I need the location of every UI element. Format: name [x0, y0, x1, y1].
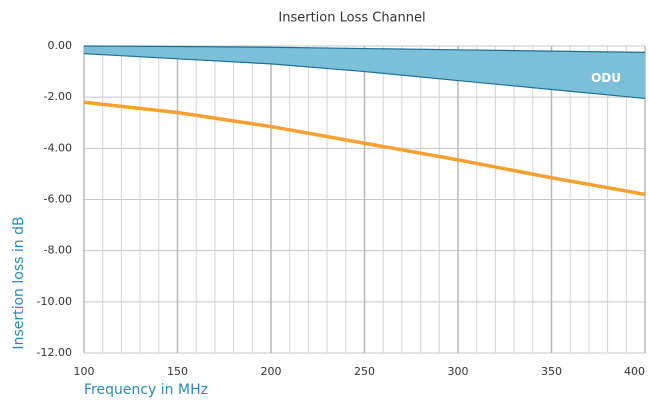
- line: [83, 100, 646, 197]
- y-tick-label: -12.00: [37, 346, 72, 359]
- y-axis-label: Insertion loss in dB: [11, 216, 27, 349]
- x-tick-label: 300: [448, 365, 469, 378]
- x-tick-label: 150: [167, 365, 188, 378]
- band-label: ODU: [591, 71, 621, 85]
- y-tick-label: -10.00: [37, 295, 72, 308]
- chart-title: Insertion Loss Channel: [278, 11, 425, 26]
- x-tick-label: 350: [541, 365, 562, 378]
- x-axis-label: Frequency in MHz: [84, 382, 208, 398]
- x-tick-label: 250: [354, 365, 375, 378]
- x-tick-label: 200: [261, 365, 282, 378]
- x-tick-label: 100: [74, 365, 95, 378]
- y-tick-label: -6.00: [44, 193, 72, 206]
- y-tick-label: 0.00: [48, 39, 73, 52]
- band-edge: [83, 45, 646, 53]
- y-tick-label: -4.00: [44, 141, 72, 154]
- y-tick-label: -2.00: [44, 90, 72, 103]
- band-area: [84, 46, 645, 99]
- y-tick-label: -8.00: [44, 244, 72, 257]
- band-edge: [83, 53, 646, 100]
- x-tick-label: 400: [624, 365, 645, 378]
